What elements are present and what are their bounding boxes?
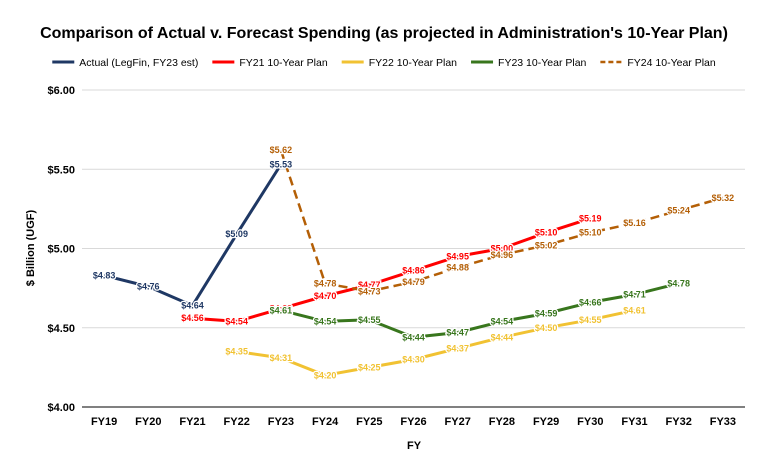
- data-label: $5.10: [535, 228, 558, 238]
- y-axis-ticks: $4.00 $4.50 $5.00 $5.50 $6.00: [47, 85, 75, 414]
- series-line-2: [192, 216, 591, 323]
- data-label: $4.70: [314, 291, 337, 301]
- data-label: $4.50: [535, 323, 558, 333]
- legend-item-5: FY24 10-Year Plan: [600, 57, 716, 69]
- data-label: $4.95: [446, 251, 469, 261]
- data-label: $4.31: [270, 353, 293, 363]
- data-label: $5.09: [225, 229, 248, 239]
- data-label: $4.56: [181, 313, 204, 323]
- x-tick-label: FY25: [356, 416, 382, 428]
- data-label: $4.54: [225, 316, 248, 326]
- legend: Actual (LegFin, FY23 est) FY21 10-Year Pl…: [52, 57, 716, 69]
- x-tick-label: FY20: [135, 416, 161, 428]
- y-tick-label: $6.00: [47, 85, 75, 97]
- data-label: $4.25: [358, 362, 381, 372]
- data-label: $5.19: [579, 213, 602, 223]
- series-line-1: [103, 163, 283, 308]
- y-axis-title: $ Billion (UGF): [25, 209, 37, 286]
- data-label: $5.10: [579, 228, 602, 238]
- x-tick-label: FY26: [400, 416, 426, 428]
- series-line-3: [236, 308, 635, 377]
- y-tick-label: $4.00: [47, 402, 75, 414]
- x-tick-label: FY19: [91, 416, 117, 428]
- data-label: $4.71: [623, 289, 646, 299]
- legend-item-2: FY21 10-Year Plan: [212, 57, 328, 69]
- x-tick-label: FY33: [710, 416, 736, 428]
- data-label: $4.61: [623, 305, 646, 315]
- legend-item-1: Actual (LegFin, FY23 est): [52, 57, 198, 69]
- data-label: $4.54: [314, 316, 337, 326]
- data-label: $4.77: [358, 280, 381, 290]
- x-tick-label: FY29: [533, 416, 559, 428]
- data-label: $5.53: [270, 159, 293, 169]
- data-label: $4.20: [314, 370, 337, 380]
- x-axis-ticks: FY19 FY20 FY21 FY22 FY23 FY24 FY25 FY26 FY27 FY28…: [91, 416, 736, 428]
- y-tick-label: $5.50: [47, 164, 75, 176]
- x-tick-label: FY21: [179, 416, 205, 428]
- data-label: $5.02: [535, 240, 558, 250]
- x-tick-label: FY32: [666, 416, 692, 428]
- legend-label: FY23 10-Year Plan: [498, 57, 586, 69]
- data-label: $4.96: [491, 250, 514, 260]
- data-label: $5.62: [270, 145, 293, 155]
- x-axis-title: FY: [407, 440, 422, 452]
- data-label: $4.35: [225, 347, 248, 357]
- data-label: $4.54: [491, 316, 514, 326]
- data-label: $5.32: [712, 193, 735, 203]
- data-label: $4.55: [579, 315, 602, 325]
- data-label: $4.86: [402, 266, 425, 276]
- data-label: $4.79: [402, 277, 425, 287]
- gridlines: [82, 89, 745, 408]
- legend-item-3: FY22 10-Year Plan: [341, 57, 457, 69]
- data-label: $4.30: [402, 354, 425, 364]
- y-tick-label: $5.00: [47, 244, 75, 256]
- data-label: $4.73: [358, 286, 381, 296]
- data-label: $4.61: [270, 305, 293, 315]
- data-label: $4.44: [491, 332, 514, 342]
- legend-item-4: FY23 10-Year Plan: [471, 57, 587, 69]
- series-lines: [103, 149, 724, 377]
- data-label: $4.66: [579, 297, 602, 307]
- data-labels: $4.83 $4.76 $4.64 $5.09 $5.53 $4.56 $4.54 $4.62…: [92, 144, 736, 382]
- data-label: $4.83: [93, 270, 116, 280]
- data-label: $4.37: [446, 343, 469, 353]
- data-label: $5.16: [623, 218, 646, 228]
- data-label: $4.44: [402, 332, 425, 342]
- data-label: $4.76: [137, 282, 160, 292]
- data-label: $5.24: [667, 205, 690, 215]
- x-tick-label: FY23: [268, 416, 294, 428]
- legend-label: FY22 10-Year Plan: [369, 57, 457, 69]
- x-tick-label: FY28: [489, 416, 515, 428]
- x-tick-label: FY24: [312, 416, 339, 428]
- y-tick-label: $4.50: [47, 323, 75, 335]
- data-label: $4.64: [181, 301, 204, 311]
- data-label: $4.78: [314, 278, 337, 288]
- series-line-4: [280, 281, 680, 339]
- data-label: $4.88: [446, 263, 469, 273]
- series-line-5: [279, 149, 724, 293]
- x-tick-label: FY27: [445, 416, 471, 428]
- data-label: $4.59: [535, 308, 558, 318]
- x-tick-label: FY30: [577, 416, 603, 428]
- data-label: $4.62: [270, 304, 293, 314]
- legend-label: FY24 10-Year Plan: [627, 57, 715, 69]
- chart-title: Comparison of Actual v. Forecast Spendin…: [40, 25, 728, 42]
- data-label: $4.78: [667, 278, 690, 288]
- data-label: $5.00: [491, 244, 514, 254]
- legend-label: FY21 10-Year Plan: [239, 57, 327, 69]
- data-label: $4.47: [446, 328, 469, 338]
- legend-label: Actual (LegFin, FY23 est): [79, 57, 198, 69]
- data-label: $4.55: [358, 315, 381, 325]
- x-tick-label: FY31: [621, 416, 647, 428]
- x-tick-label: FY22: [224, 416, 250, 428]
